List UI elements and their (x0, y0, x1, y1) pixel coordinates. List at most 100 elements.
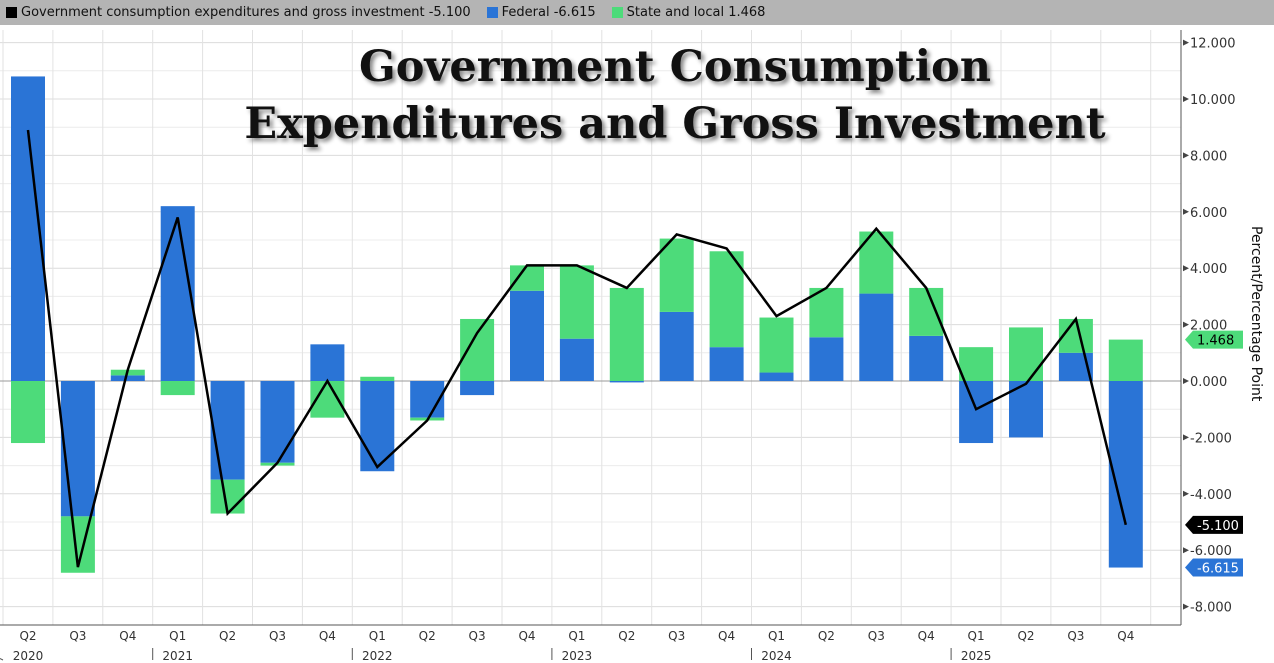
year-label: 2025 (961, 649, 992, 663)
bar-state-local (659, 238, 694, 312)
bar-federal (959, 381, 994, 444)
last-value-label: -5.100 (1197, 519, 1239, 534)
bar-federal (160, 206, 195, 381)
legend-item-total: Government consumption expenditures and … (6, 5, 471, 20)
x-tick-label: Q3 (668, 629, 685, 643)
year-label: 2023 (562, 649, 593, 663)
x-tick-label: Q4 (119, 629, 136, 643)
bar-state-local (360, 376, 395, 381)
y-tick (1183, 434, 1189, 441)
bar-federal (759, 372, 794, 381)
bar-federal (210, 381, 245, 480)
line-total (26, 129, 1128, 568)
y-tick-label: 2.000 (1190, 319, 1227, 334)
x-tick-label: Q3 (868, 629, 885, 643)
legend-item-state-local: State and local 1.468 (611, 5, 766, 20)
y-tick (1183, 96, 1189, 102)
x-tick-label: Q2 (1017, 629, 1034, 643)
y-tick (1183, 603, 1189, 610)
year-separator (0, 658, 4, 661)
bar-federal (460, 381, 495, 396)
bar-state-local (609, 287, 644, 381)
y-tick-label: -4.000 (1190, 488, 1232, 503)
last-value-label: -6.615 (1197, 562, 1239, 577)
x-tick-label: Q1 (169, 629, 186, 643)
year-label: 2021 (162, 649, 193, 663)
legend-item-federal: Federal -6.615 (486, 5, 596, 20)
bar-state-local (709, 251, 744, 348)
y-axis-label: Percent/Percentage Point (1248, 226, 1264, 402)
x-tick-label: Q1 (968, 629, 985, 643)
bar-state-local (559, 265, 594, 339)
y-tick-label: 10.000 (1190, 93, 1236, 108)
year-label: 2020 (13, 649, 44, 663)
chart-title-line-1: Government Consumption (359, 42, 991, 92)
x-tick-label: Q4 (518, 629, 535, 643)
bar-federal (360, 381, 395, 472)
legend-value: -6.615 (553, 5, 596, 20)
legend-swatch (6, 7, 17, 18)
y-tick-label: 8.000 (1190, 149, 1227, 164)
last-value-label: 1.468 (1197, 334, 1234, 349)
x-tick-label: Q4 (319, 629, 336, 643)
bar-state-local (510, 265, 544, 291)
x-tick-label: Q4 (1117, 629, 1134, 643)
y-tick (1183, 378, 1189, 384)
last-value-badge (1185, 330, 1243, 349)
y-tick (1183, 39, 1189, 46)
y-tick (1183, 490, 1189, 497)
y-tick-label: 12.000 (1190, 37, 1236, 52)
y-tick (1183, 152, 1189, 159)
y-tick (1183, 547, 1189, 554)
legend-label: State and local (626, 5, 725, 20)
legend-value: 1.468 (728, 5, 766, 20)
year-label: 2024 (761, 649, 792, 663)
bar-state-local (11, 381, 45, 444)
bar-federal (310, 344, 345, 381)
y-tick-label: 0.000 (1190, 375, 1227, 390)
bar-state-local (759, 317, 794, 373)
legend-label: Federal (501, 5, 550, 20)
x-tick-label: Q3 (69, 629, 86, 643)
bar-state-local (460, 318, 495, 381)
bar-federal (60, 381, 95, 517)
x-tick-label: Q2 (419, 629, 436, 643)
bar-state-local (959, 347, 994, 381)
bar-federal (809, 337, 844, 381)
y-tick-label: -6.000 (1190, 544, 1232, 559)
x-tick-label: Q3 (469, 629, 486, 643)
y-tick-label: 6.000 (1190, 206, 1227, 221)
legend-swatch (486, 7, 498, 18)
x-tick-label: Q1 (369, 629, 386, 643)
x-tick-label: Q3 (269, 629, 286, 643)
bar-federal (709, 347, 744, 381)
bar-state-local (1009, 327, 1043, 381)
legend-swatch (611, 7, 623, 18)
x-tick-label: Q1 (768, 629, 785, 643)
x-tick-label: Q2 (19, 629, 36, 643)
last-value-badge (1185, 558, 1243, 577)
x-tick-label: Q2 (219, 629, 236, 643)
x-tick-label: Q1 (568, 629, 585, 643)
bar-federal (260, 381, 295, 463)
year-label: 2022 (362, 649, 393, 663)
last-value-badge (1185, 515, 1243, 534)
legend: Government consumption expenditures and … (0, 0, 1274, 25)
bar-federal (859, 293, 894, 381)
chart-title-line-2: Expenditures and Gross Investment (244, 99, 1106, 149)
x-tick-label: Q4 (718, 629, 735, 643)
bar-federal (559, 338, 594, 381)
bar-state-local (859, 231, 894, 294)
x-tick-label: Q3 (1067, 629, 1084, 643)
bar-federal (909, 335, 944, 381)
y-tick (1183, 208, 1189, 215)
bar-federal (609, 381, 644, 383)
bar-state-local (1108, 339, 1143, 381)
y-tick (1183, 321, 1189, 328)
x-tick-label: Q2 (618, 629, 635, 643)
bar-state-local (909, 287, 944, 336)
x-tick-label: Q4 (918, 629, 935, 643)
y-tick (1183, 265, 1189, 272)
bar-federal (510, 290, 544, 381)
